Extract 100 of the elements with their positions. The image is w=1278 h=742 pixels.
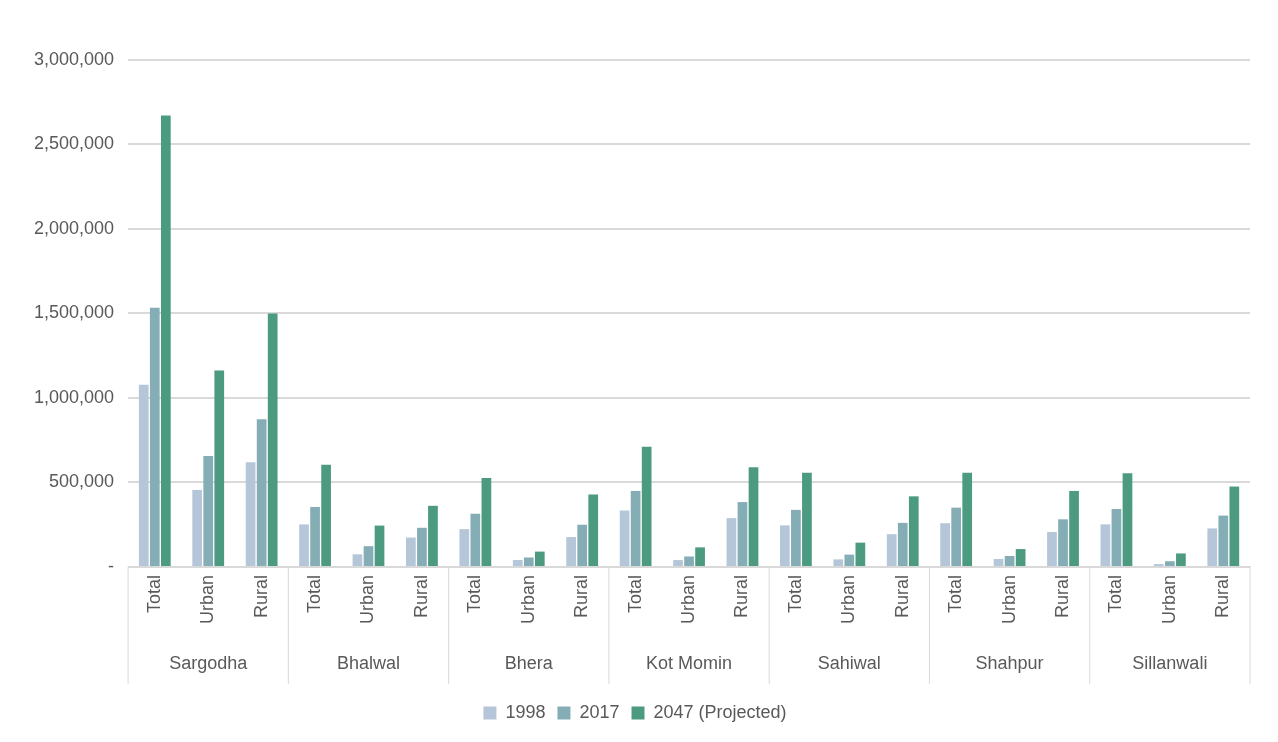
x-tick-label: Total (143, 574, 164, 614)
bar (951, 507, 962, 566)
x-tick-label: Total (1105, 574, 1126, 614)
x-tick-label: Total (464, 574, 485, 614)
bar (1058, 519, 1068, 566)
bar (374, 525, 385, 566)
text: Bhalwal (336, 652, 401, 673)
bar (940, 523, 950, 566)
bar (908, 496, 919, 566)
legend-label: 1998 (505, 701, 546, 722)
y-tick-label: 500,000 (49, 471, 115, 492)
bar (844, 554, 855, 566)
text: Sahiwal (817, 652, 881, 673)
bar (406, 537, 416, 566)
bar (619, 510, 630, 566)
bar (321, 464, 331, 566)
x-tick-label: Rural (1212, 574, 1233, 618)
bar (245, 462, 256, 566)
bar (855, 542, 866, 566)
bar (299, 524, 309, 566)
bar (737, 502, 748, 566)
bar (1100, 524, 1111, 566)
x-tick-label: Urban (838, 574, 859, 625)
bar (534, 551, 545, 566)
bar (1004, 555, 1015, 566)
bar (203, 456, 214, 566)
bar (641, 446, 652, 566)
y-tick-label: 1,500,000 (34, 302, 115, 323)
legend-label: 2017 (579, 701, 620, 722)
bar (1122, 473, 1133, 566)
legend-label: 2047 (Projected) (653, 701, 787, 722)
bar (214, 370, 225, 566)
bar (138, 384, 149, 566)
bar (577, 524, 588, 566)
bar (1218, 515, 1229, 566)
bar (352, 554, 363, 566)
bar (566, 537, 577, 566)
bar (1207, 528, 1218, 566)
bar (791, 509, 801, 566)
bar (833, 559, 844, 566)
bar (192, 489, 203, 566)
y-tick-label: 2,000,000 (34, 217, 115, 238)
x-tick-label: Rural (410, 574, 431, 618)
x-tick-label: Rural (571, 574, 592, 618)
bar (149, 307, 160, 566)
text: Kot Momin (646, 652, 733, 673)
bar (428, 505, 438, 566)
bar (726, 518, 737, 566)
x-tick-label: Rural (250, 574, 271, 618)
bar (459, 529, 470, 566)
bar (630, 490, 641, 566)
x-tick-label: Total (624, 574, 645, 614)
bar (1229, 486, 1240, 566)
x-tick-label: Urban (998, 574, 1019, 625)
bar (1069, 490, 1079, 566)
x-tick-label: Rural (731, 574, 752, 618)
bar (993, 559, 1004, 566)
bar (779, 525, 790, 566)
x-tick-label: Urban (357, 574, 378, 625)
bar (417, 527, 427, 566)
bar (256, 419, 267, 566)
bar (897, 522, 908, 566)
bar (310, 506, 320, 566)
text: Bhera (504, 652, 554, 673)
y-tick-label: 2,500,000 (34, 133, 115, 154)
bar (684, 556, 694, 566)
bar (802, 472, 812, 566)
x-tick-label: Rural (891, 574, 912, 618)
bar (1176, 553, 1186, 566)
bar (470, 513, 481, 566)
text: Sillanwali (1132, 652, 1208, 673)
x-tick-label: Total (304, 574, 325, 614)
bar (512, 560, 523, 566)
bar (523, 557, 534, 566)
bar (160, 115, 171, 566)
x-tick-label: Urban (678, 574, 699, 625)
bar (363, 546, 374, 566)
bar (1111, 509, 1122, 566)
bar (1015, 549, 1026, 566)
bar (695, 547, 705, 566)
x-tick-label: Urban (1158, 574, 1179, 625)
y-tick-label: - (108, 555, 115, 576)
y-tick-label: 1,000,000 (34, 386, 115, 407)
bar (748, 467, 759, 566)
x-tick-label: Total (784, 574, 805, 614)
bar (267, 313, 278, 566)
x-tick-label: Rural (1051, 574, 1072, 618)
bar (962, 472, 973, 566)
bar (481, 478, 492, 566)
text: Shahpur (975, 652, 1044, 673)
bar (886, 534, 897, 566)
bar (588, 494, 599, 566)
y-tick-label: 3,000,000 (34, 48, 115, 69)
bar (1165, 561, 1175, 566)
bar (1047, 531, 1057, 566)
x-tick-label: Urban (197, 574, 218, 625)
x-tick-label: Total (945, 574, 966, 614)
x-tick-label: Urban (517, 574, 538, 625)
text: Sargodha (169, 652, 249, 673)
bar (673, 560, 683, 566)
